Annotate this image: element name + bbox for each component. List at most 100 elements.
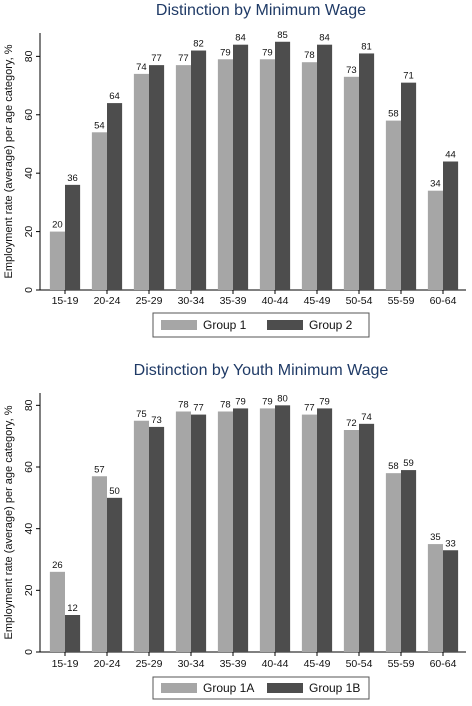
x-tick-label: 50-54	[346, 295, 373, 307]
x-tick-label: 45-49	[304, 295, 331, 307]
legend-label: Group 2	[309, 318, 353, 332]
chart-title: Distinction by Youth Minimum Wage	[134, 362, 389, 379]
legend-label: Group 1A	[203, 681, 254, 695]
data-label: 71	[403, 71, 414, 82]
bar-group-2	[275, 41, 291, 290]
bar-group-2	[359, 53, 375, 291]
data-label: 84	[235, 33, 246, 44]
bar-group-1b	[107, 497, 123, 652]
bar-group-1a	[427, 544, 443, 652]
data-label: 12	[67, 603, 78, 614]
legend-swatch	[161, 683, 197, 693]
data-label: 77	[178, 53, 189, 64]
data-label: 79	[262, 47, 273, 58]
bar-group-1b	[401, 470, 417, 652]
x-tick-label: 15-19	[52, 658, 79, 670]
data-label: 20	[52, 220, 63, 231]
y-axis-label: Employment rate (average) per age catego…	[3, 44, 15, 278]
y-tick-label: 20	[23, 584, 35, 596]
bar-group-2	[65, 184, 81, 290]
x-tick-label: 15-19	[52, 295, 79, 307]
y-tick-label: 80	[23, 399, 35, 411]
data-label: 78	[304, 50, 315, 61]
legend-box	[152, 676, 370, 700]
legend-swatch	[267, 683, 303, 693]
bar-group-1	[91, 132, 107, 290]
y-tick-label: 80	[23, 50, 35, 62]
data-label: 74	[361, 412, 372, 423]
x-tick-label: 35-39	[220, 658, 247, 670]
data-label: 57	[94, 464, 105, 475]
data-label: 33	[445, 538, 456, 549]
y-tick-label: 40	[23, 523, 35, 535]
bar-group-2	[401, 82, 417, 290]
data-label: 75	[136, 409, 147, 420]
data-label: 79	[235, 396, 246, 407]
y-tick-label: 60	[23, 461, 35, 473]
legend-swatch	[161, 320, 197, 330]
bar-group-1b	[233, 408, 249, 652]
bar-group-1a	[343, 430, 359, 652]
bar-group-1	[49, 231, 65, 290]
data-label: 59	[403, 458, 414, 469]
data-label: 78	[220, 400, 231, 411]
data-label: 64	[109, 91, 120, 102]
bar-group-1	[301, 62, 317, 290]
x-tick-label: 25-29	[136, 658, 163, 670]
chart-2: Distinction by Youth Minimum Wage Employm…	[3, 362, 466, 700]
y-axis-label: Employment rate (average) per age catego…	[3, 405, 15, 639]
bar-group-2	[107, 103, 123, 290]
bar-group-1a	[385, 473, 401, 652]
bar-group-1	[385, 120, 401, 290]
data-label: 80	[277, 393, 288, 404]
data-label: 78	[178, 400, 189, 411]
data-label: 81	[361, 41, 372, 52]
bar-group-1a	[91, 476, 107, 652]
data-label: 36	[67, 173, 78, 184]
bar-group-1b	[359, 423, 375, 652]
y-tick-label: 0	[23, 649, 35, 655]
x-tick-label: 30-34	[178, 295, 205, 307]
bar-group-1b	[65, 615, 81, 652]
chart-1: Distinction by Minimum Wage Employment ra…	[3, 2, 466, 338]
x-tick-label: 60-64	[430, 295, 457, 307]
bar-group-1a	[49, 571, 65, 652]
data-label: 77	[304, 403, 315, 414]
data-label: 77	[193, 403, 204, 414]
legend-label: Group 1B	[309, 681, 360, 695]
bar-group-1	[343, 76, 359, 290]
x-tick-label: 50-54	[346, 658, 373, 670]
bar-group-1a	[133, 420, 149, 652]
legend-label: Group 1	[203, 318, 247, 332]
data-label: 26	[52, 560, 63, 571]
y-tick-label: 40	[23, 167, 35, 179]
data-label: 54	[94, 120, 105, 131]
bar-group-1	[175, 65, 191, 290]
y-tick-label: 0	[23, 287, 35, 293]
x-tick-label: 20-24	[94, 658, 121, 670]
bar-group-1b	[191, 414, 207, 652]
bar-group-1a	[175, 411, 191, 652]
data-label: 73	[151, 415, 162, 426]
data-label: 58	[388, 109, 399, 120]
x-tick-label: 20-24	[94, 295, 121, 307]
y-tick-label: 20	[23, 226, 35, 238]
bar-group-1a	[259, 408, 275, 652]
data-label: 44	[445, 150, 456, 161]
bar-group-1	[427, 190, 443, 290]
x-tick-label: 40-44	[262, 658, 289, 670]
data-label: 35	[430, 532, 441, 543]
x-tick-label: 40-44	[262, 295, 289, 307]
data-label: 79	[319, 396, 330, 407]
data-label: 77	[151, 53, 162, 64]
bar-group-2	[317, 44, 333, 290]
legend-swatch	[267, 320, 303, 330]
bar-group-1b	[317, 408, 333, 652]
bar-group-1a	[217, 411, 233, 652]
bar-group-1b	[275, 405, 291, 652]
bar-group-1a	[301, 414, 317, 652]
bar-group-1	[259, 59, 275, 291]
data-label: 74	[136, 62, 147, 73]
